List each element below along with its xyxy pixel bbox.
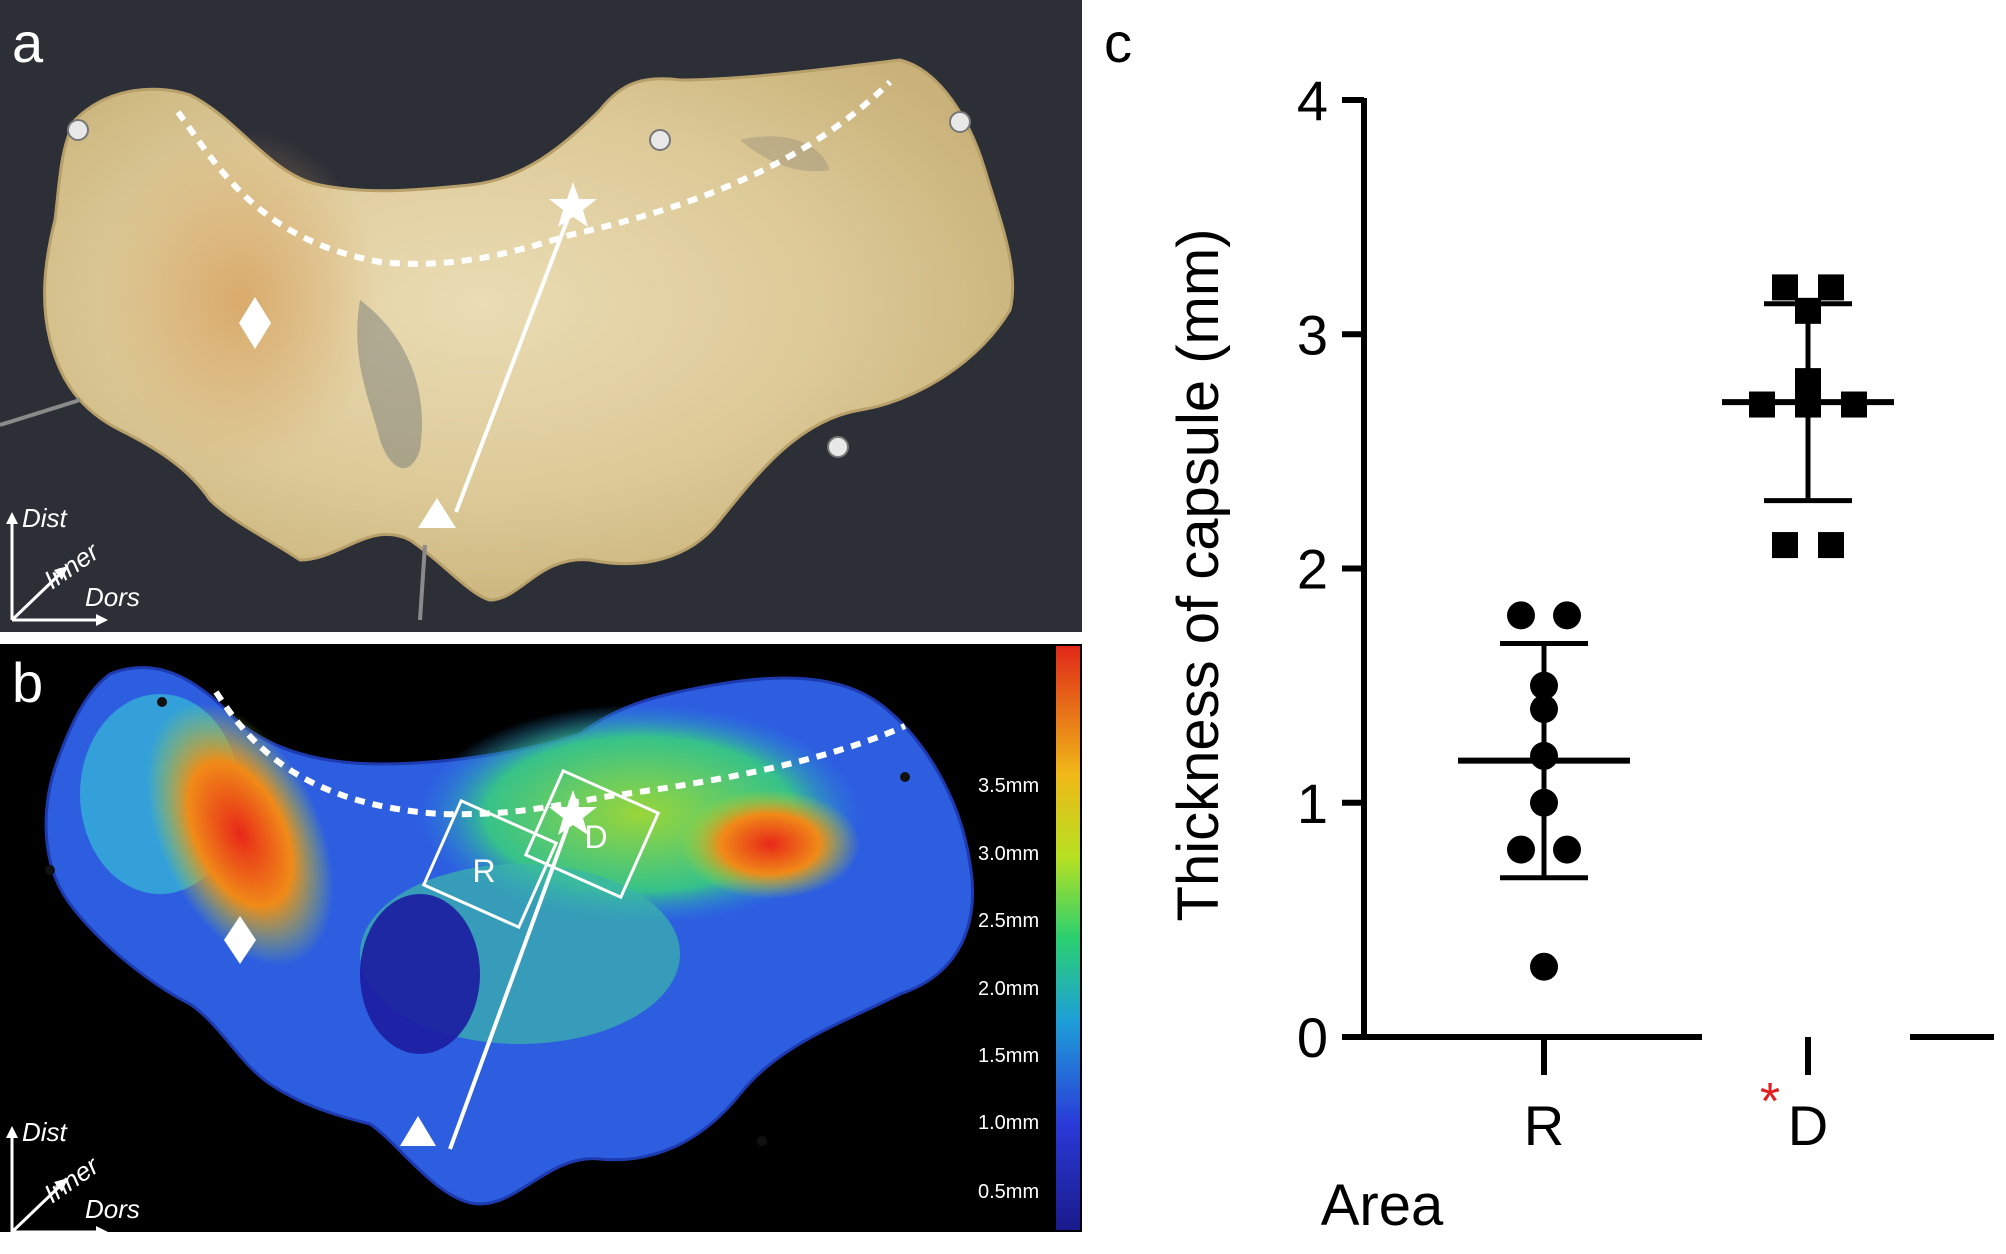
tissue-shadow: [357, 300, 422, 469]
orientation-indicator: [6, 1126, 108, 1232]
star-icon: [549, 790, 597, 835]
data-point-r: [1507, 835, 1535, 864]
pin-shaft: [0, 398, 81, 427]
colorbar-tick: 2.0mm: [978, 978, 1039, 1000]
pin-markers: [45, 697, 910, 1146]
data-point-d: [1818, 274, 1844, 301]
thickness-chart: c 0 1 2 3 4 R D* Thickness of capsule (mm) Are…: [1104, 11, 1994, 1232]
y-tick-label: 4: [1297, 69, 1328, 132]
diamond-icon: [239, 297, 271, 349]
panel-label-a: a: [12, 11, 44, 74]
data-point-r: [1530, 952, 1558, 981]
orientation-indicator: [6, 512, 108, 626]
arrow-right-icon: [96, 614, 108, 626]
pin-icon: [67, 119, 89, 141]
x-tick-label: R: [1524, 1094, 1564, 1157]
star-icon: [549, 182, 597, 227]
heatmap-hotspot: [680, 789, 860, 899]
panel-label-b: b: [12, 651, 43, 714]
y-axis-label: Thickness of capsule (mm): [1166, 229, 1231, 922]
heatmap-low-region: [360, 894, 480, 1054]
colorbar-ticks: 3.5mm 3.0mm 2.5mm 2.0mm 1.5mm 1.0mm 0.5m…: [978, 775, 1039, 1203]
data-point-d: [1772, 274, 1798, 301]
roi-box-r: [421, 798, 559, 930]
roi-label-r: R: [472, 853, 495, 889]
measurement-line: [448, 811, 575, 1150]
colorbar-tick: 1.5mm: [978, 1045, 1039, 1067]
measurement-line: [454, 204, 575, 513]
data-point-d: [1772, 532, 1798, 559]
y-tick-label: 3: [1297, 303, 1328, 366]
y-tick-label: 2: [1297, 538, 1328, 601]
pin-icon: [827, 436, 849, 458]
pin-dot-icon: [900, 772, 910, 782]
x-tick-label: D: [1788, 1094, 1828, 1157]
arrow-diagonal-icon: [54, 1178, 68, 1192]
y-tick-label: 1: [1297, 772, 1328, 835]
heatmap-hotspot: [146, 702, 334, 966]
roi-label-d: D: [584, 819, 607, 855]
pins: [67, 111, 971, 458]
panel-a-photo: Dist Inner Dors a: [0, 0, 1082, 632]
pin-dot-icon: [157, 697, 167, 707]
colorbar-tick: 2.5mm: [978, 910, 1039, 932]
panel-label-c: c: [1104, 11, 1132, 74]
data-point-r: [1553, 601, 1581, 630]
chart-axes: 0 1 2 3 4 R D*: [1297, 69, 1994, 1157]
colorbar-tick: 3.0mm: [978, 843, 1039, 865]
pin-dot-icon: [757, 1136, 767, 1146]
dashed-boundary-line: [175, 79, 893, 267]
y-tick-label: 0: [1297, 1006, 1328, 1069]
pin-icon: [649, 129, 671, 151]
roi-box-d: [523, 768, 661, 900]
pin-shaft: [418, 544, 427, 621]
diamond-icon: [224, 916, 256, 964]
orientation-dist: Dist: [22, 1117, 69, 1147]
tissue-orange-region: [100, 130, 380, 470]
pin-icon: [949, 111, 971, 133]
orientation-dors: Dors: [85, 1194, 140, 1224]
arrow-right-icon: [96, 1226, 108, 1232]
panel-b-heatmap: R D 3.5mm 3.0mm 2.5mm 2.0mm 1.5mm 1.0mm …: [0, 644, 1082, 1254]
data-point-r: [1507, 601, 1535, 630]
arrow-up-icon: [6, 1126, 18, 1138]
significance-marker: *: [1760, 1073, 1780, 1131]
dashed-boundary-line: [213, 690, 907, 818]
panel-c-chart: c 0 1 2 3 4 R D * Thickness of capsule (mm) Are…: [1082, 0, 2006, 1232]
orientation-dist: Dist: [22, 503, 69, 533]
arrow-diagonal-icon: [54, 566, 68, 580]
colorbar-tick: 1.0mm: [978, 1112, 1039, 1134]
orientation-dors: Dors: [85, 582, 140, 612]
pin-dot-icon: [45, 865, 55, 875]
triangle-icon: [400, 1116, 436, 1146]
triangle-icon: [418, 498, 456, 528]
x-axis-label: Area: [1321, 1173, 1444, 1232]
colorbar: [1056, 646, 1080, 1230]
chart-marks: [1458, 274, 1894, 981]
data-point-r: [1553, 835, 1581, 864]
colorbar-tick: 0.5mm: [978, 1181, 1039, 1203]
arrow-up-icon: [6, 512, 18, 524]
data-point-d: [1818, 532, 1844, 559]
colorbar-tick: 3.5mm: [978, 775, 1039, 797]
